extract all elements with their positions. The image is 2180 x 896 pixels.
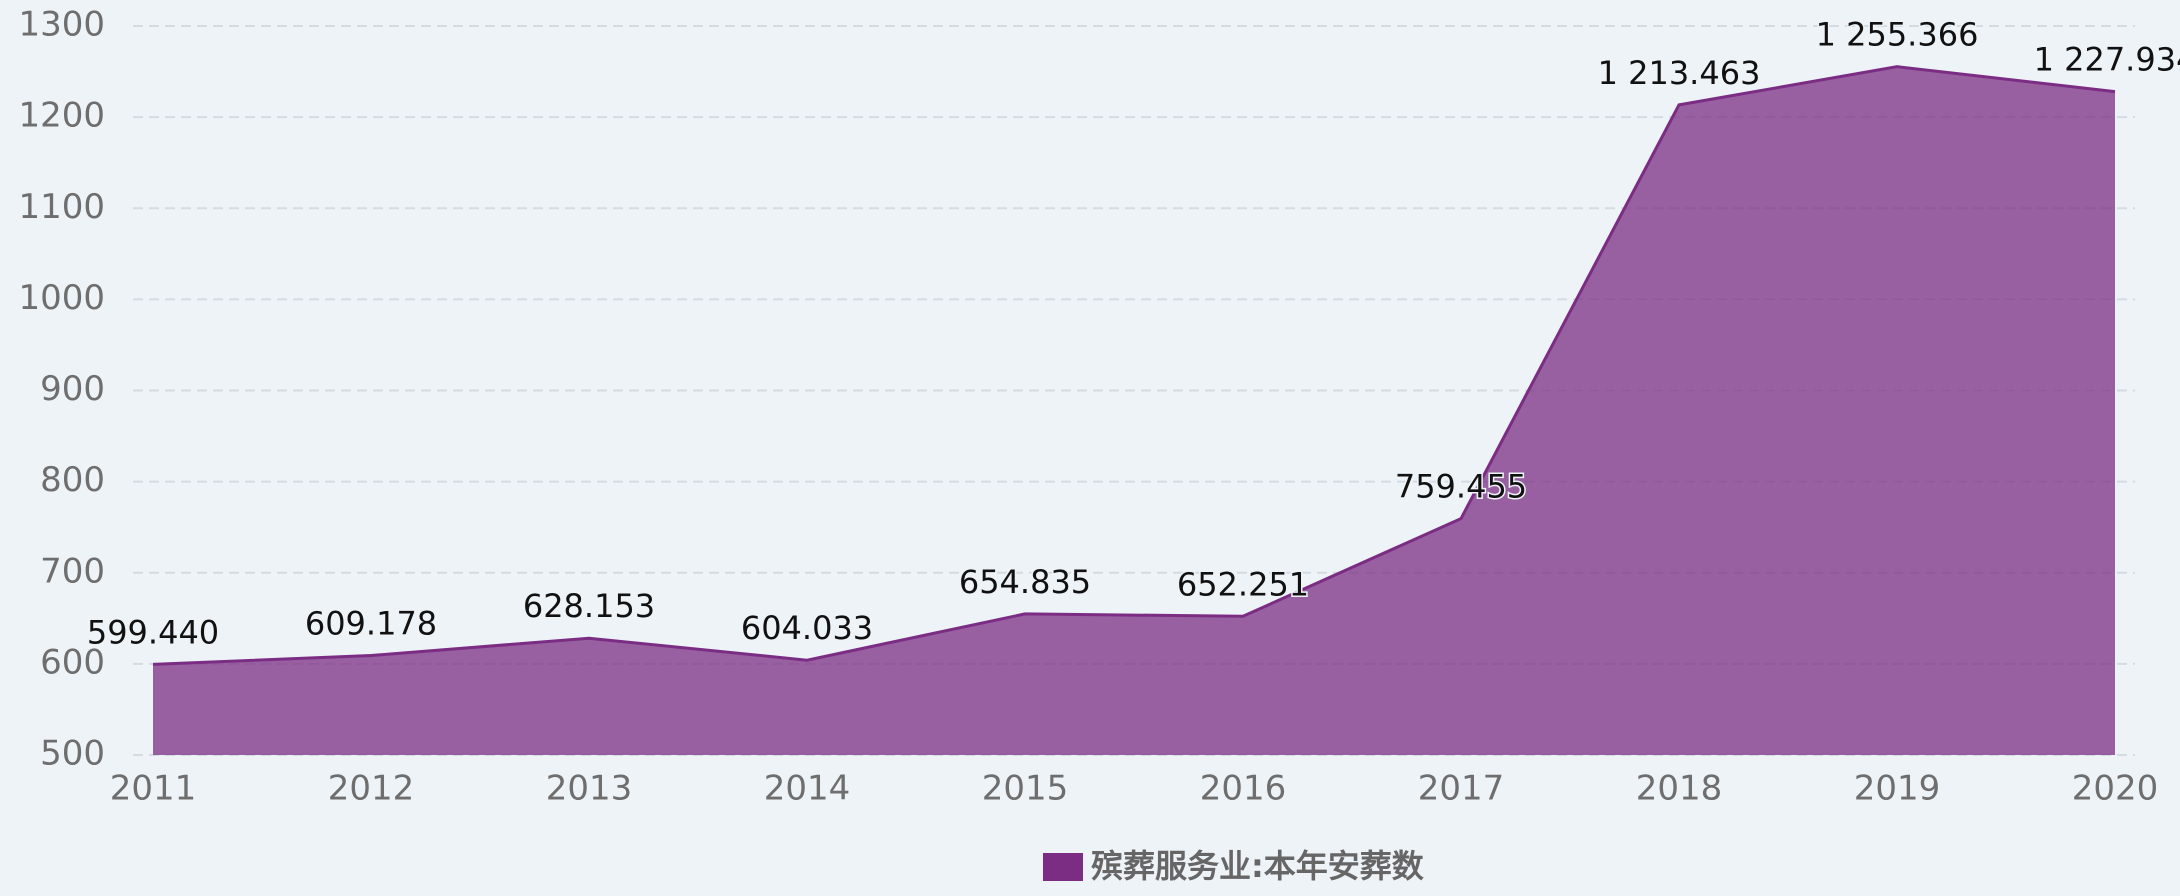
data-label: 628.153: [523, 587, 655, 625]
y-tick-label: 1000: [18, 278, 105, 318]
data-label: 609.178: [305, 605, 437, 643]
y-tick-label: 1100: [18, 187, 105, 227]
x-tick-label: 2020: [2072, 769, 2159, 809]
data-label: 652.251: [1177, 565, 1309, 603]
x-tick-label: 2014: [764, 769, 851, 809]
x-tick-label: 2018: [1636, 769, 1723, 809]
data-label: 1 227.934: [2034, 41, 2180, 79]
y-tick-label: 700: [40, 551, 105, 591]
data-label: 759.455: [1395, 468, 1527, 506]
x-tick-label: 2017: [1418, 769, 1505, 809]
y-tick-label: 900: [40, 369, 105, 409]
x-tick-label: 2011: [110, 769, 197, 809]
data-label: 604.033: [741, 609, 873, 647]
data-label: 1 213.463: [1598, 54, 1761, 92]
x-tick-label: 2015: [982, 769, 1069, 809]
legend-swatch: [1043, 853, 1083, 881]
x-tick-label: 2013: [546, 769, 633, 809]
data-label: 654.835: [959, 563, 1091, 601]
y-tick-label: 1300: [18, 5, 105, 45]
area: [153, 66, 2115, 755]
y-tick-label: 600: [40, 642, 105, 682]
data-label: 599.440: [87, 613, 219, 651]
x-tick-label: 2016: [1200, 769, 1287, 809]
data-label: 1 255.366: [1816, 16, 1979, 54]
y-tick-label: 1200: [18, 96, 105, 136]
x-tick-label: 2019: [1854, 769, 1941, 809]
y-tick-label: 800: [40, 460, 105, 500]
y-tick-label: 500: [40, 734, 105, 774]
line: [152, 65, 2116, 666]
legend-label: 殡葬服务业:本年安葬数: [1091, 847, 1425, 885]
x-tick-label: 2012: [328, 769, 415, 809]
